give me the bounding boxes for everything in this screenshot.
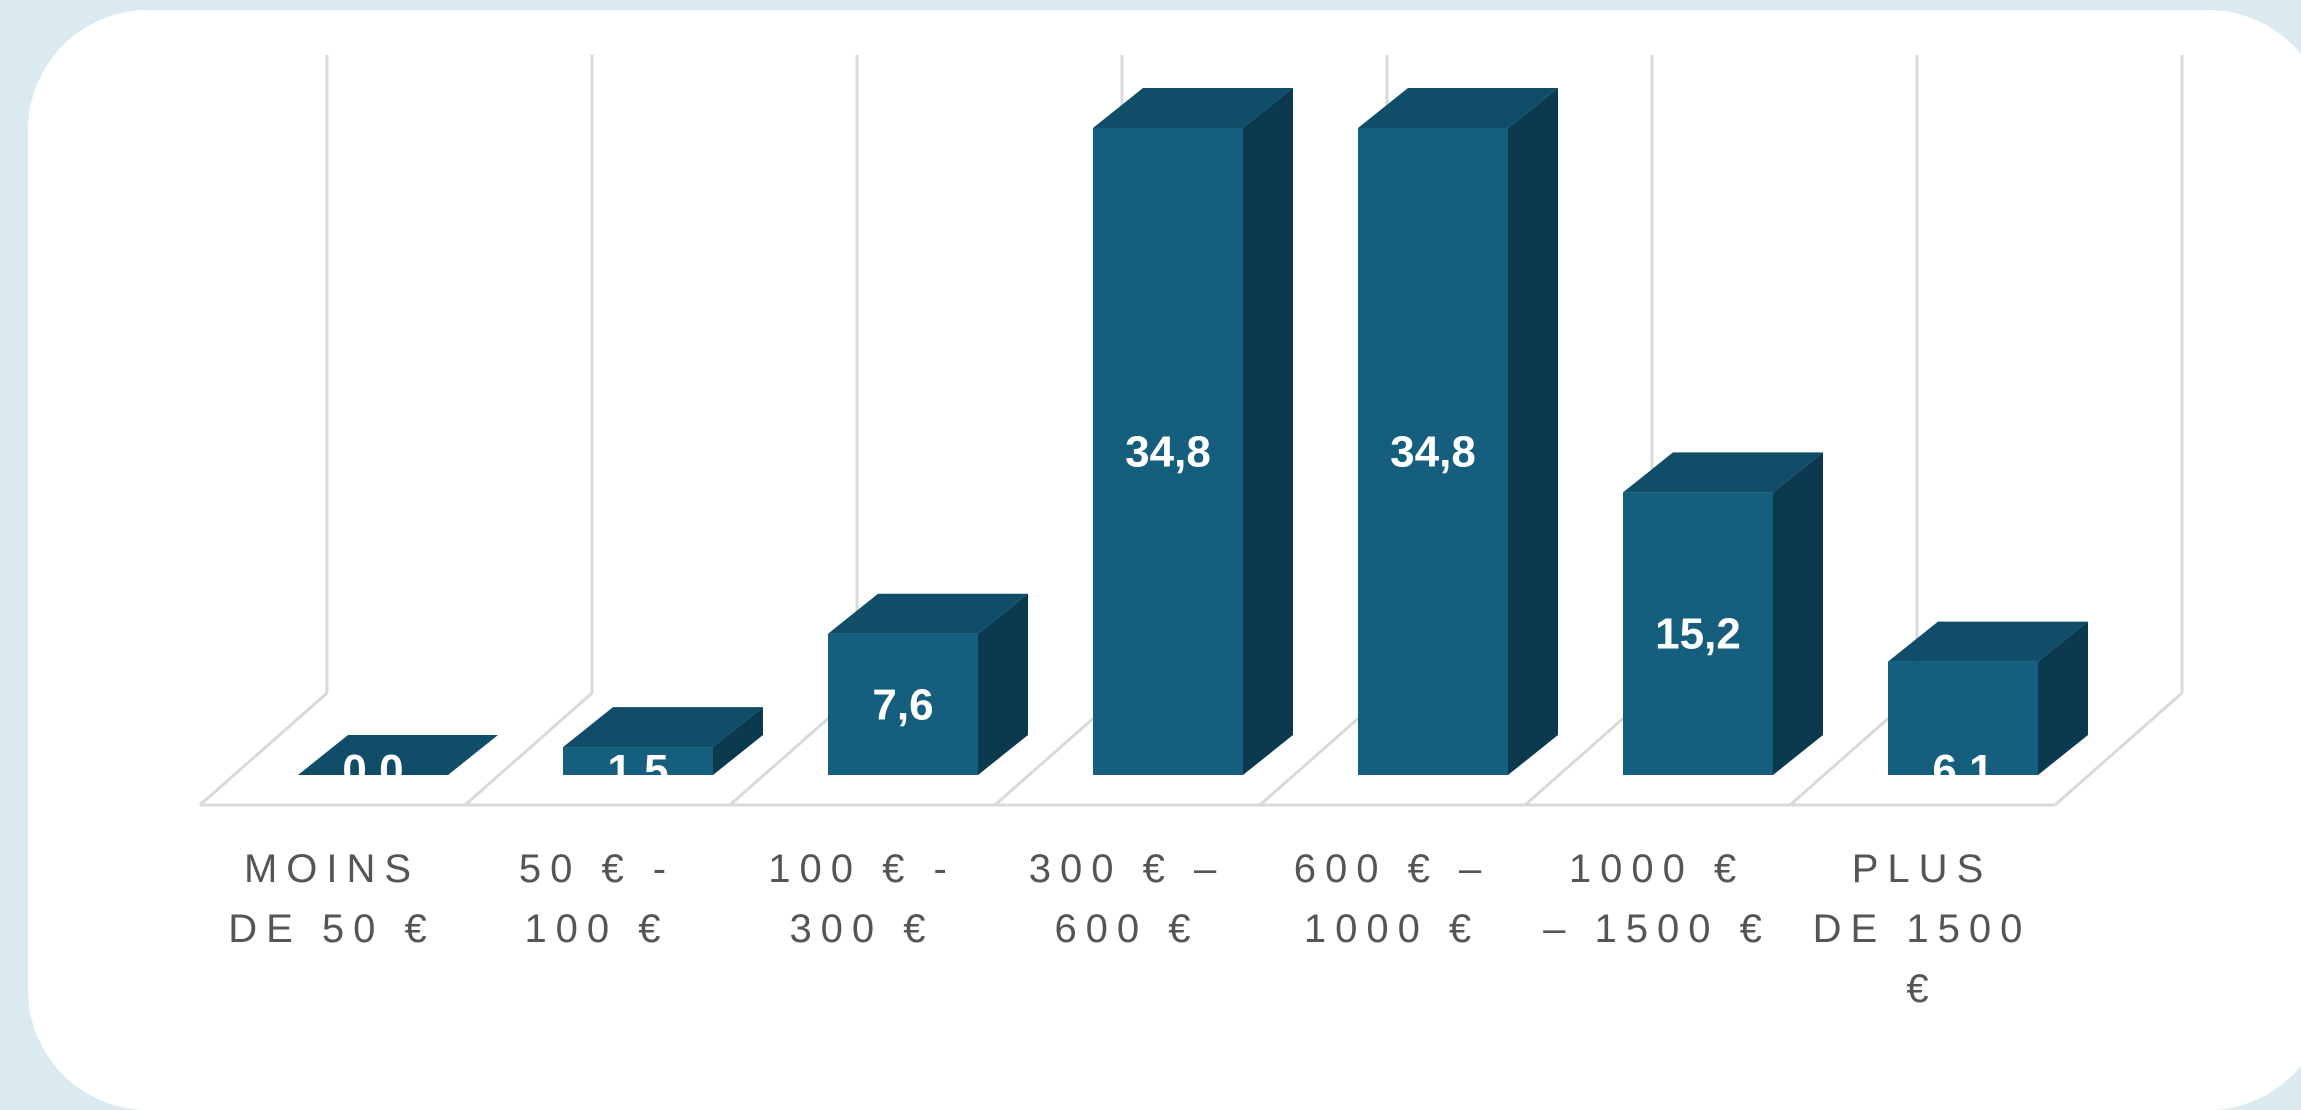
floor-divider: [199, 691, 328, 807]
category-label: €: [1906, 967, 1937, 1011]
bar-top: [828, 593, 1028, 634]
bar-front: [1623, 492, 1773, 775]
bar-front: [1888, 661, 2038, 775]
data-label: 15,2: [1655, 610, 1741, 659]
bar-top: [1623, 452, 1823, 493]
bars: 0,0 1,5 7,6 34,8 34,8 15,2 6,1: [298, 88, 2088, 795]
data-label: 0,0: [342, 746, 403, 795]
bar-chart: 0,0 1,5 7,6 34,8 34,8 15,2 6,1 MOINS DE 50 € 50 …: [199, 55, 2184, 1011]
floor-divider: [464, 691, 593, 807]
data-label: 34,8: [1125, 428, 1211, 477]
bar: 34,8: [1358, 88, 1558, 775]
bar-side: [1773, 452, 1823, 775]
data-label: 7,6: [872, 680, 933, 729]
bar-front: [828, 633, 978, 775]
category-label: 300 €: [789, 907, 934, 951]
category-label: 1000 €: [1304, 907, 1480, 951]
category-label: 100 €: [524, 907, 669, 951]
bar-side: [1508, 88, 1558, 775]
bar-front: [1358, 128, 1508, 775]
bar-side: [713, 707, 763, 775]
bar: 1,5: [563, 707, 763, 795]
bar: 15,2: [1623, 452, 1823, 775]
category-label: 100 € -: [768, 847, 956, 891]
category-label: 600 € –: [1294, 847, 1490, 891]
bar: 34,8: [1093, 88, 1293, 775]
category-label: DE 50 €: [228, 907, 436, 951]
bar-side: [978, 593, 1028, 775]
bar-front: [1093, 128, 1243, 775]
bar: 6,1: [1888, 621, 2088, 795]
category-label: 600 €: [1054, 907, 1199, 951]
bar-side: [1243, 88, 1293, 775]
bar: 7,6: [828, 593, 1028, 775]
bar-top: [563, 707, 763, 748]
bar-top: [1358, 88, 1558, 128]
bar-top: [298, 735, 498, 775]
category-label: 50 € -: [519, 847, 675, 891]
data-label: 1,5: [607, 746, 668, 795]
category-label: – 1500 €: [1543, 907, 1771, 951]
bar-front: [563, 747, 713, 775]
data-label: 6,1: [1932, 746, 1993, 795]
floor-divider: [2054, 691, 2183, 807]
category-label: PLUS: [1852, 847, 1993, 891]
bar-top: [1888, 621, 2088, 662]
bar-top: [1093, 88, 1293, 128]
category-label: MOINS: [244, 847, 420, 891]
bar: 0,0: [298, 735, 498, 795]
category-label: DE 1500: [1813, 907, 2032, 951]
bar-side: [2038, 621, 2088, 775]
category-labels: MOINS DE 50 € 50 € - 100 € 100 € - 300 € 300 €…: [228, 847, 2032, 1011]
category-label: 300 € –: [1029, 847, 1225, 891]
category-label: 1000 €: [1569, 847, 1745, 891]
data-label: 34,8: [1390, 428, 1476, 477]
